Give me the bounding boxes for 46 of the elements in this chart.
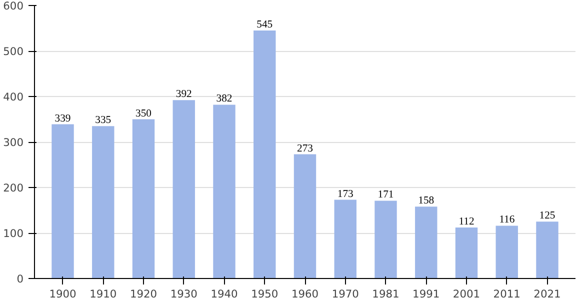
bar	[172, 100, 195, 278]
bar	[294, 154, 316, 278]
data-label: 112	[458, 216, 474, 228]
y-tick-label: 200	[3, 182, 24, 194]
bar	[92, 126, 114, 278]
bar	[536, 222, 558, 278]
x-tick-label: 1920	[130, 288, 158, 300]
x-tick-label: 2021	[534, 288, 561, 300]
data-label: 350	[136, 108, 152, 120]
x-tick-label: 2011	[493, 288, 520, 300]
bar	[374, 200, 397, 278]
x-tick-label: 1930	[170, 288, 198, 300]
x-tick-label: 1960	[291, 288, 319, 300]
y-tick-label: 600	[3, 0, 24, 12]
x-tick-label: 1900	[49, 288, 77, 300]
x-tick-label: 1991	[412, 288, 440, 300]
data-label: 339	[54, 113, 71, 124]
bar	[132, 119, 155, 278]
x-tick-label: 1981	[372, 288, 400, 300]
x-tick-label: 1940	[210, 288, 238, 300]
x-tick-label: 1910	[90, 288, 117, 300]
data-label: 125	[539, 210, 556, 222]
x-tick-label: 1970	[332, 288, 360, 300]
data-label: 392	[176, 89, 192, 100]
data-label: 158	[418, 196, 434, 207]
bar	[213, 104, 236, 278]
y-tick-label: 500	[3, 45, 24, 58]
y-tick-label: 400	[3, 90, 24, 104]
data-label: 173	[337, 188, 354, 200]
bar	[254, 30, 276, 278]
bar	[455, 228, 478, 278]
data-label: 171	[378, 190, 394, 201]
data-label: 335	[95, 115, 112, 126]
bar	[334, 200, 356, 278]
data-label: 116	[499, 214, 516, 226]
y-tick-label: 100	[3, 227, 24, 240]
x-tick-label: 2001	[452, 288, 480, 300]
y-tick-label: 0	[16, 272, 24, 286]
y-tick-label: 300	[3, 136, 24, 149]
bar	[415, 206, 438, 278]
data-label: 382	[216, 94, 232, 105]
x-tick-label: 1950	[251, 288, 278, 300]
bar	[496, 226, 518, 278]
data-label: 273	[297, 143, 313, 154]
bar	[52, 124, 74, 278]
data-label: 545	[256, 20, 273, 31]
